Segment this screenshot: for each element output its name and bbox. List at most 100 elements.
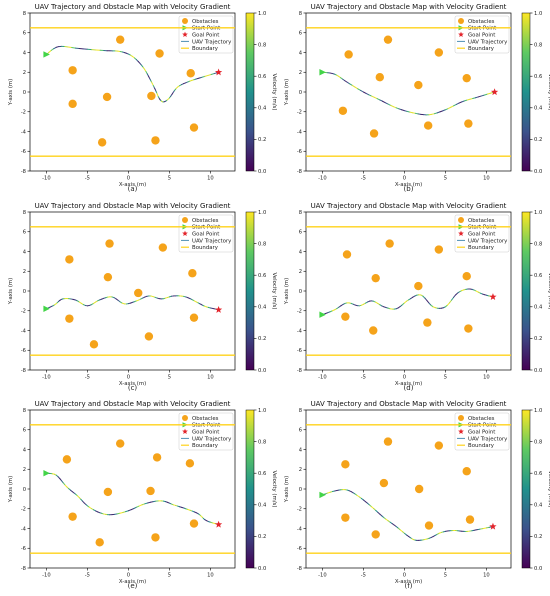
- trajectory-segment: [379, 99, 384, 102]
- colorbar-tick-label: 1.0: [258, 210, 266, 216]
- obstacle-marker: [68, 99, 77, 109]
- obstacle-marker: [371, 530, 380, 539]
- colorbar: [521, 12, 531, 172]
- colorbar-tick-label: 0.6: [534, 273, 542, 279]
- y-tick-label: 0: [299, 90, 302, 96]
- colorbar-tick-label: 0.0: [534, 169, 542, 175]
- obstacle-marker: [185, 459, 195, 468]
- start-marker: [43, 470, 50, 477]
- obstacle-marker: [434, 245, 444, 254]
- y-tick-label: -6: [297, 149, 302, 155]
- legend-obstacle-swatch: [458, 217, 464, 223]
- obstacle-marker: [105, 239, 114, 248]
- panel-a: UAV Trajectory and Obstacle Map with Vel…: [8, 3, 277, 193]
- y-tick-label: 8: [23, 210, 26, 216]
- colorbar-tick-label: 1.0: [534, 408, 542, 414]
- plot-area: [306, 27, 511, 157]
- legend-label: Boundary: [192, 245, 219, 251]
- x-axis-label: X-axis (m): [119, 579, 146, 585]
- x-tick-label: 0: [403, 573, 406, 579]
- trajectory-segment: [376, 98, 381, 101]
- y-tick-label: 8: [23, 11, 26, 17]
- colorbar-label: Velocity (m/s): [271, 471, 277, 508]
- legend-goal-swatch: [458, 428, 464, 435]
- legend-label: Boundary: [468, 245, 495, 251]
- legend-obstacle-swatch: [182, 18, 188, 24]
- x-tick-label: -10: [318, 375, 326, 381]
- obstacle-marker: [189, 313, 199, 322]
- obstacle-marker: [102, 92, 112, 102]
- colorbar: [245, 409, 255, 569]
- panel-caption: (c): [128, 384, 138, 392]
- y-tick-label: 2: [23, 70, 26, 76]
- panel-e: UAV Trajectory and Obstacle Map with Vel…: [8, 400, 277, 590]
- trajectory-segment: [390, 104, 394, 108]
- trajectory-segment: [455, 102, 460, 105]
- y-tick-label: -2: [297, 507, 302, 513]
- x-tick-label: 10: [207, 176, 214, 182]
- trajectory-segment: [450, 105, 455, 108]
- x-tick-label: -5: [85, 573, 90, 579]
- y-tick-label: 2: [299, 269, 302, 275]
- colorbar-tick-label: 0.4: [534, 503, 543, 509]
- x-tick-label: 0: [403, 375, 406, 381]
- obstacle-marker: [116, 35, 125, 44]
- x-axis-label: X-axis (m): [395, 381, 422, 387]
- x-tick-label: 5: [168, 176, 171, 182]
- y-tick-label: 4: [299, 50, 303, 56]
- y-tick-label: 0: [23, 90, 26, 96]
- trajectory-segment: [362, 91, 367, 94]
- legend-label: Goal Point: [192, 33, 219, 39]
- legend-label: UAV Trajectory: [468, 39, 508, 45]
- legend-box: [178, 15, 234, 54]
- obstacle-marker: [383, 437, 393, 446]
- legend-label: Goal Point: [468, 33, 495, 39]
- y-axis-label: Y-axis (m): [8, 79, 14, 107]
- x-tick-label: 5: [444, 573, 447, 579]
- trajectory-segment: [368, 94, 373, 97]
- y-tick-label: 8: [23, 408, 26, 414]
- colorbar-tick-label: 0.2: [534, 336, 542, 342]
- y-tick-label: 8: [299, 210, 302, 216]
- y-tick-label: 6: [299, 31, 302, 37]
- x-tick-label: -10: [42, 573, 50, 579]
- obstacle-marker: [155, 49, 164, 58]
- colorbar-tick-label: 0.2: [258, 336, 266, 342]
- colorbar-tick-label: 0.8: [534, 42, 542, 48]
- trajectory-segment: [480, 94, 485, 97]
- y-tick-label: 0: [299, 289, 302, 295]
- colorbar-tick-label: 0.6: [534, 74, 542, 80]
- legend-box: [178, 412, 234, 451]
- obstacle-marker: [462, 467, 471, 476]
- obstacle-marker: [103, 272, 113, 282]
- chart-title: UAV Trajectory and Obstacle Map with Vel…: [311, 202, 507, 210]
- obstacle-marker: [371, 273, 380, 283]
- y-tick-label: 2: [23, 269, 26, 275]
- obstacle-marker: [341, 460, 350, 469]
- legend-label: Boundary: [468, 46, 495, 52]
- colorbar-tick-label: 1.0: [258, 11, 266, 17]
- obstacle-marker: [462, 271, 471, 281]
- trajectory-segment: [348, 83, 353, 86]
- legend-goal-swatch: [458, 230, 464, 237]
- trajectory-segment: [360, 89, 364, 93]
- x-tick-label: -10: [42, 176, 50, 182]
- legend-goal-swatch: [182, 230, 188, 237]
- colorbar-tick-label: 0.4: [258, 305, 267, 311]
- obstacle-marker: [414, 80, 423, 90]
- obstacle-marker: [188, 269, 197, 278]
- legend-label: Start Point: [192, 423, 220, 429]
- trajectory-segment: [351, 84, 356, 88]
- trajectory-segment: [71, 47, 76, 49]
- goal-marker: [214, 305, 223, 313]
- legend-label: Obstacles: [468, 218, 495, 224]
- obstacle-marker: [424, 521, 434, 530]
- plot-area: [306, 424, 511, 554]
- x-tick-label: 0: [403, 176, 406, 182]
- y-tick-label: 4: [299, 447, 303, 453]
- trajectory-segment: [382, 100, 386, 104]
- plot-area: [30, 27, 235, 157]
- colorbar-tick-label: 0.8: [534, 439, 542, 445]
- x-tick-label: 10: [483, 573, 490, 579]
- colorbar: [521, 211, 531, 371]
